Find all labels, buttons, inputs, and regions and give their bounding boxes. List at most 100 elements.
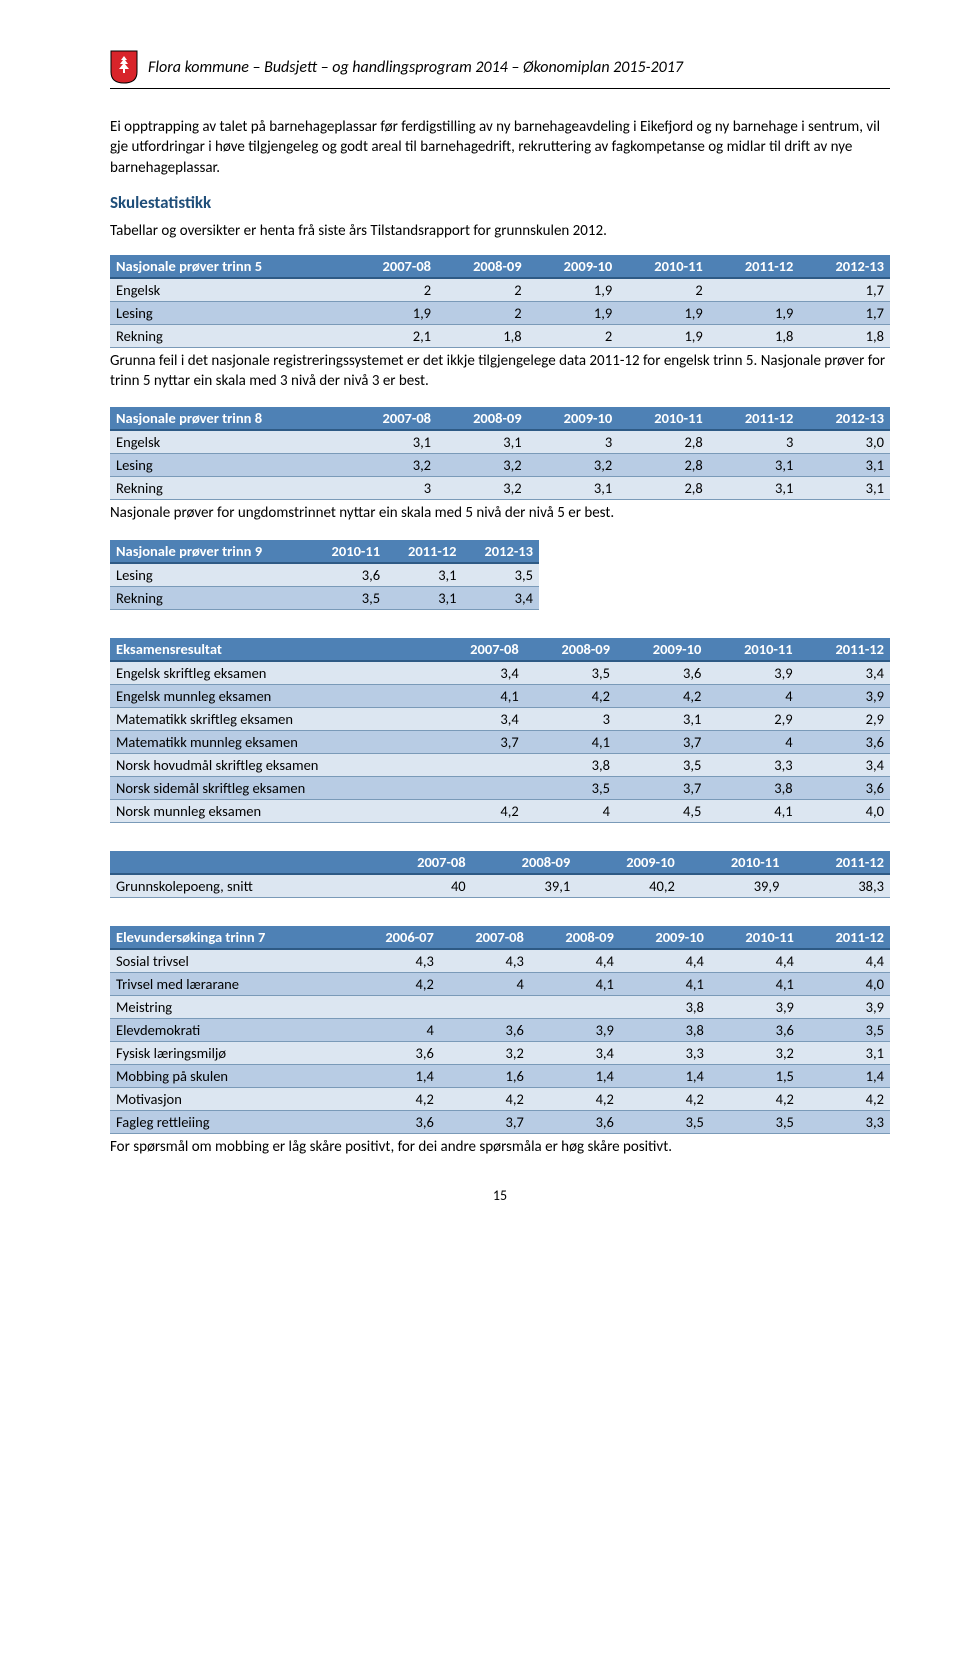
cell-value: 2: [437, 278, 528, 302]
table-row: Mobbing på skulen1,41,61,41,41,51,4: [110, 1064, 890, 1087]
cell-value: 4,4: [620, 949, 710, 973]
column-header: 2010-11: [310, 540, 386, 563]
table-row: Engelsk3,13,132,833,0: [110, 430, 890, 454]
cell-value: 3,2: [437, 477, 528, 500]
cell-value: 3,5: [800, 1018, 890, 1041]
cell-value: 3,9: [530, 1018, 620, 1041]
column-header: 2012-13: [463, 540, 539, 563]
cell-value: 3,6: [440, 1018, 530, 1041]
cell-value: 2: [437, 302, 528, 325]
stats-subtext: Tabellar og oversikter er henta frå sist…: [110, 221, 890, 241]
cell-value: 3: [709, 430, 800, 454]
column-header: 2006-07: [350, 926, 440, 949]
cell-value: 4: [440, 972, 530, 995]
cell-value: 2: [618, 278, 709, 302]
row-label: Fysisk læringsmiljø: [110, 1041, 350, 1064]
cell-value: 3,6: [799, 776, 890, 799]
column-header: 2008-09: [525, 638, 616, 661]
row-label: Trivsel med lærarane: [110, 972, 350, 995]
cell-value: 4,2: [620, 1087, 710, 1110]
column-header: 2009-10: [528, 407, 619, 430]
cell-value: 2,9: [707, 707, 798, 730]
table-row: Lesing3,63,13,5: [110, 563, 539, 587]
column-header: 2012-13: [799, 255, 890, 278]
column-header: 2008-09: [437, 255, 528, 278]
cell-value: [530, 995, 620, 1018]
table-row: Meistring3,83,93,9: [110, 995, 890, 1018]
cell-value: 1,4: [800, 1064, 890, 1087]
cell-value: 3,1: [709, 454, 800, 477]
table-caption: Nasjonale prøver trinn 5: [110, 255, 346, 278]
column-header: 2008-09: [437, 407, 528, 430]
row-label: Norsk sidemål skriftleg eksamen: [110, 776, 433, 799]
cell-value: 3,1: [799, 477, 890, 500]
cell-value: 2,9: [799, 707, 890, 730]
column-header: 2010-11: [710, 926, 800, 949]
cell-value: 40,2: [576, 874, 681, 898]
table-row: Norsk munnleg eksamen4,244,54,14,0: [110, 799, 890, 822]
cell-value: 1,9: [528, 302, 619, 325]
column-header: 2007-08: [440, 926, 530, 949]
cell-value: 4,1: [707, 799, 798, 822]
cell-value: 3,7: [616, 776, 707, 799]
column-header: 2011-12: [386, 540, 462, 563]
table-row: Matematikk skriftleg eksamen3,433,12,92,…: [110, 707, 890, 730]
cell-value: 3,5: [525, 661, 616, 685]
cell-value: 4,3: [350, 949, 440, 973]
cell-value: 39,1: [472, 874, 577, 898]
table-row: Lesing3,23,23,22,83,13,1: [110, 454, 890, 477]
cell-value: 2,1: [346, 325, 437, 348]
row-label: Mobbing på skulen: [110, 1064, 350, 1087]
cell-value: 4,1: [530, 972, 620, 995]
cell-value: 39,9: [681, 874, 786, 898]
table-caption: Eksamensresultat: [110, 638, 433, 661]
cell-value: 1,4: [530, 1064, 620, 1087]
cell-value: 3,4: [799, 753, 890, 776]
cell-value: 1,9: [528, 278, 619, 302]
row-label: Engelsk: [110, 278, 346, 302]
column-header: 2011-12: [799, 638, 890, 661]
table-caption: Elevundersøkinga trinn 7: [110, 926, 350, 949]
cell-value: [709, 278, 800, 302]
cell-value: [440, 995, 530, 1018]
cell-value: 3,6: [350, 1110, 440, 1133]
cell-value: 3,6: [530, 1110, 620, 1133]
cell-value: 3,1: [800, 1041, 890, 1064]
cell-value: 3,5: [463, 563, 539, 587]
municipal-crest-icon: [110, 50, 138, 84]
cell-value: 4: [707, 730, 798, 753]
column-header: 2007-08: [346, 407, 437, 430]
cell-value: 1,6: [440, 1064, 530, 1087]
cell-value: 4: [707, 684, 798, 707]
cell-value: 3,6: [799, 730, 890, 753]
cell-value: 4,2: [350, 1087, 440, 1110]
cell-value: 3,3: [707, 753, 798, 776]
cell-value: 4: [525, 799, 616, 822]
cell-value: 3,8: [620, 995, 710, 1018]
cell-value: 3,2: [346, 454, 437, 477]
cell-value: 3,6: [710, 1018, 800, 1041]
table-elevundersokinga-note: For spørsmål om mobbing er låg skåre pos…: [110, 1138, 890, 1158]
cell-value: 4: [350, 1018, 440, 1041]
cell-value: 1,7: [799, 302, 890, 325]
cell-value: 3,9: [707, 661, 798, 685]
cell-value: 3,2: [528, 454, 619, 477]
cell-value: 3,4: [530, 1041, 620, 1064]
cell-value: 2,8: [618, 477, 709, 500]
column-header: 2011-12: [785, 851, 890, 874]
cell-value: 4,0: [800, 972, 890, 995]
cell-value: 4,2: [525, 684, 616, 707]
cell-value: 3,1: [437, 430, 528, 454]
cell-value: 4,4: [800, 949, 890, 973]
cell-value: 3,4: [433, 661, 524, 685]
table-grunnskolepoeng: 2007-082008-092009-102010-112011-12Grunn…: [110, 851, 890, 898]
page-header: Flora kommune – Budsjett – og handlingsp…: [110, 50, 890, 84]
cell-value: 4,5: [616, 799, 707, 822]
row-label: Matematikk skriftleg eksamen: [110, 707, 433, 730]
cell-value: 3,7: [433, 730, 524, 753]
column-header: 2007-08: [346, 255, 437, 278]
table-row: Engelsk skriftleg eksamen3,43,53,63,93,4: [110, 661, 890, 685]
column-header: 2011-12: [800, 926, 890, 949]
cell-value: 2: [528, 325, 619, 348]
column-header: 2012-13: [799, 407, 890, 430]
